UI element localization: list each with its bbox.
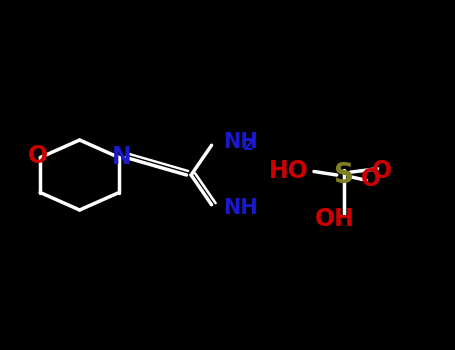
Text: O: O bbox=[361, 167, 381, 190]
Text: OH: OH bbox=[314, 207, 354, 231]
Text: O: O bbox=[28, 144, 48, 168]
Text: NH: NH bbox=[223, 198, 258, 218]
Text: S: S bbox=[334, 161, 354, 189]
Text: N: N bbox=[111, 146, 131, 169]
Text: NH: NH bbox=[223, 132, 258, 152]
Text: O: O bbox=[372, 160, 392, 183]
Text: HO: HO bbox=[269, 160, 309, 183]
Text: 2: 2 bbox=[243, 139, 253, 153]
